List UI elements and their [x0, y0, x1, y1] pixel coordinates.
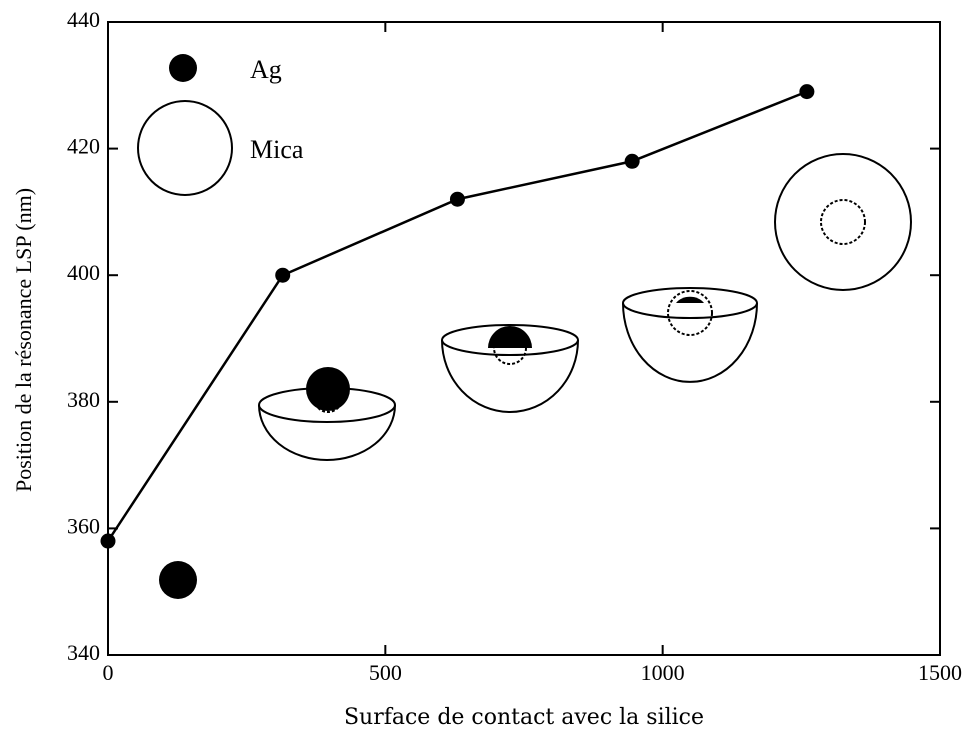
x-tick-label: 1000	[641, 660, 685, 685]
x-tick-label: 0	[103, 660, 114, 685]
bowl	[622, 302, 758, 383]
legend-label: Ag	[250, 55, 282, 84]
data-point	[449, 191, 465, 207]
plot-frame	[107, 21, 941, 656]
particle	[306, 367, 350, 411]
particle	[488, 326, 532, 348]
y-tick-label: 360	[67, 513, 100, 538]
data-point	[275, 267, 291, 283]
data-point	[100, 533, 116, 549]
contact-circle	[820, 199, 866, 245]
legend-symbol-ag	[169, 54, 197, 82]
y-tick-label: 440	[67, 7, 100, 32]
bowl-rim	[622, 287, 758, 319]
legend: Ag Mica	[137, 54, 304, 196]
legend-label: Mica	[250, 135, 304, 164]
bowl	[441, 339, 579, 413]
x-axis-title: Surface de contact avec la silice	[344, 705, 704, 730]
contact-circle	[667, 290, 713, 336]
bowl	[258, 404, 396, 461]
y-tick-label: 420	[67, 134, 100, 159]
legend-symbol-mica	[137, 100, 233, 196]
y-tick-label: 380	[67, 387, 100, 412]
particle	[159, 561, 197, 599]
particle	[676, 296, 704, 303]
illustrations	[159, 153, 912, 599]
mica-disc	[774, 153, 912, 291]
bowl-rim	[441, 324, 579, 356]
x-tick-label: 500	[369, 660, 402, 685]
contact-circle	[313, 383, 343, 413]
data-point	[799, 84, 815, 100]
y-tick-label: 400	[67, 260, 100, 285]
data-point	[624, 153, 640, 169]
axis-titles: Surface de contact avec la silice Positi…	[11, 188, 704, 730]
y-axis-title: Position de la résonance LSP (nm)	[11, 188, 36, 492]
series-line	[106, 90, 808, 542]
contact-circle	[493, 331, 527, 365]
y-tick-label: 340	[67, 640, 100, 665]
x-tick-label: 1500	[918, 660, 962, 685]
